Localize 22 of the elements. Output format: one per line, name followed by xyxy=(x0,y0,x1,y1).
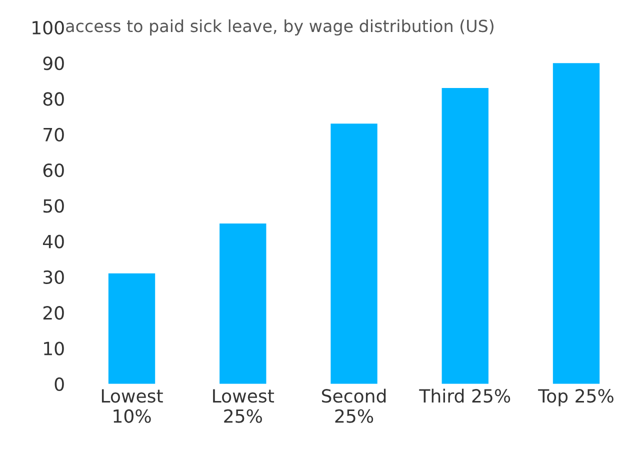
bar xyxy=(220,223,266,384)
x-tick-label: Lowest 10% xyxy=(102,389,163,423)
bar xyxy=(108,273,156,384)
y-tick-label: 100 xyxy=(32,20,64,35)
y-tick-label: 20 xyxy=(43,306,64,320)
bar xyxy=(552,63,600,384)
x-tick-label: Lowest 25% xyxy=(213,389,274,423)
y-tick-label: 70 xyxy=(44,128,64,142)
bar xyxy=(442,88,488,384)
y-tick-label: 60 xyxy=(43,163,64,178)
y-tick-label: 50 xyxy=(44,199,64,213)
y-tick-label: 40 xyxy=(42,234,64,248)
x-tick-label: Second 25% xyxy=(322,388,386,423)
y-tick-label: 80 xyxy=(43,92,64,106)
x-tick-label: Third 25% xyxy=(419,388,510,403)
x-tick-label: Top 25% xyxy=(538,389,614,406)
y-tick-label: 10 xyxy=(44,342,64,356)
y-tick-label: 90 xyxy=(43,56,64,70)
bar xyxy=(330,124,378,384)
y-tick-label: 0 xyxy=(54,377,64,391)
chart-title: access to paid sick leave, by wage distribution (US) xyxy=(66,19,494,36)
y-tick-label: 30 xyxy=(43,270,64,284)
